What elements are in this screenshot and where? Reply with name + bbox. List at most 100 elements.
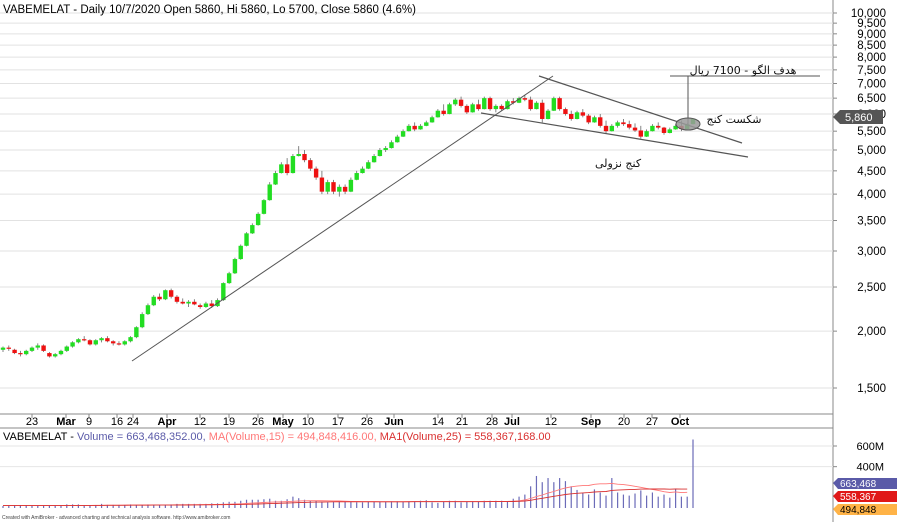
volume-tick-label: 400M bbox=[856, 462, 884, 474]
trendlines bbox=[131, 75, 820, 362]
candle-up bbox=[128, 337, 133, 342]
date-tick-label: 9 bbox=[86, 416, 92, 428]
candle-down bbox=[511, 101, 516, 103]
candle-down bbox=[656, 125, 661, 128]
candle-up bbox=[99, 338, 104, 341]
candle-down bbox=[627, 124, 632, 128]
candle-down bbox=[476, 104, 481, 110]
candle-up bbox=[23, 350, 29, 355]
volume-tick-label: 600M bbox=[856, 441, 884, 453]
date-tick-label: 17 bbox=[332, 416, 344, 428]
candle-up bbox=[29, 347, 35, 351]
candle-down bbox=[458, 99, 464, 106]
candle-down bbox=[464, 105, 470, 113]
price-gridlines bbox=[0, 12, 833, 389]
candle-down bbox=[12, 349, 17, 354]
candle-up bbox=[325, 182, 330, 192]
volume-axis: 600M 400M bbox=[833, 441, 884, 474]
date-axis: 23 Mar 9 16 24 Apr 12 19 26 May 10 17 26 Jun 14 21 28 Jul… bbox=[26, 414, 690, 428]
candle-up bbox=[551, 98, 557, 111]
candle-up bbox=[418, 125, 423, 130]
candle-down bbox=[157, 296, 162, 300]
price-tick-label: 3,500 bbox=[857, 216, 886, 228]
candle-up bbox=[383, 148, 388, 151]
candle-up bbox=[574, 112, 580, 119]
price-tick-label: 9,500 bbox=[857, 18, 886, 30]
candle-up bbox=[76, 339, 81, 343]
date-tick-label: Jun bbox=[384, 416, 404, 428]
candle-up bbox=[435, 110, 441, 118]
candle-up bbox=[261, 200, 267, 214]
candle-down bbox=[603, 125, 609, 132]
breakout-annotation: شکست کنج bbox=[706, 113, 761, 126]
candle-down bbox=[6, 347, 11, 349]
date-tick-label: 27 bbox=[646, 416, 658, 428]
candle-up bbox=[424, 122, 429, 126]
candle-up bbox=[615, 122, 620, 126]
candle-down bbox=[528, 99, 533, 110]
chart-frame bbox=[0, 0, 834, 522]
wedge-lower-line bbox=[480, 112, 749, 158]
wedge-upper-line bbox=[538, 75, 743, 144]
candle-down bbox=[192, 301, 197, 305]
candle-up bbox=[470, 104, 475, 113]
candle-up bbox=[203, 303, 209, 307]
candle-down bbox=[284, 164, 290, 174]
candle-up bbox=[64, 346, 69, 351]
candle-down bbox=[586, 115, 591, 123]
breakout-ellipse bbox=[675, 117, 701, 131]
price-tick-label: 4,500 bbox=[857, 166, 886, 178]
price-tick-label: 2,000 bbox=[857, 326, 886, 338]
candle-down bbox=[209, 303, 214, 307]
candle-down bbox=[638, 130, 644, 137]
candle-up bbox=[52, 354, 58, 357]
date-tick-label: 21 bbox=[456, 416, 468, 428]
date-tick-label: 20 bbox=[618, 416, 630, 428]
last-price-label: 5,860 bbox=[845, 112, 873, 124]
candle-up bbox=[453, 99, 458, 105]
candle-up bbox=[644, 131, 649, 137]
candle-down bbox=[174, 296, 180, 302]
volume-header-ma25: MA1(Volume,25) = 558,367,168.00 bbox=[380, 431, 551, 443]
candle-up bbox=[290, 156, 296, 174]
candle-down bbox=[621, 122, 626, 125]
candle-up bbox=[348, 179, 354, 192]
candle-up bbox=[93, 340, 98, 345]
candle-down bbox=[342, 186, 348, 192]
candle-down bbox=[41, 345, 46, 351]
candle-down bbox=[116, 343, 122, 345]
price-tick-label: 8,000 bbox=[857, 52, 886, 64]
candle-down bbox=[632, 127, 638, 131]
candle-up bbox=[221, 283, 226, 301]
candle-down bbox=[110, 341, 116, 344]
volume-header-ma15: MA(Volume,15) = 494,848,416.00, bbox=[209, 431, 377, 443]
volume-last-ma15: 494,848 bbox=[840, 505, 877, 516]
volume-header-vol: Volume = 663,468,352.00, bbox=[77, 431, 206, 443]
candle-up bbox=[163, 290, 168, 300]
volume-bars bbox=[2, 439, 694, 508]
candle-up bbox=[406, 125, 412, 132]
candle-down bbox=[441, 110, 446, 114]
candle-up bbox=[545, 110, 551, 119]
candle-down bbox=[499, 105, 504, 110]
candle-up bbox=[429, 117, 435, 123]
date-tick-label: Oct bbox=[671, 416, 690, 428]
date-tick-label: May bbox=[272, 416, 294, 428]
date-tick-label: 10 bbox=[302, 416, 314, 428]
candle-down bbox=[319, 177, 325, 192]
date-tick-label: 12 bbox=[545, 416, 557, 428]
candle-up bbox=[493, 105, 499, 110]
candle-up bbox=[255, 213, 261, 226]
candle-up bbox=[360, 168, 365, 174]
price-tick-label: 5,000 bbox=[857, 145, 886, 157]
price-tick-label: 6,500 bbox=[857, 93, 886, 105]
candle-up bbox=[366, 162, 371, 169]
candle-up bbox=[250, 225, 255, 234]
date-tick-label: Jul bbox=[504, 416, 520, 428]
volume-last-vol: 663,468 bbox=[840, 479, 877, 490]
candle-up bbox=[400, 131, 406, 137]
candle-up bbox=[505, 101, 510, 110]
date-tick-label: 26 bbox=[361, 416, 373, 428]
candle-down bbox=[661, 127, 667, 133]
